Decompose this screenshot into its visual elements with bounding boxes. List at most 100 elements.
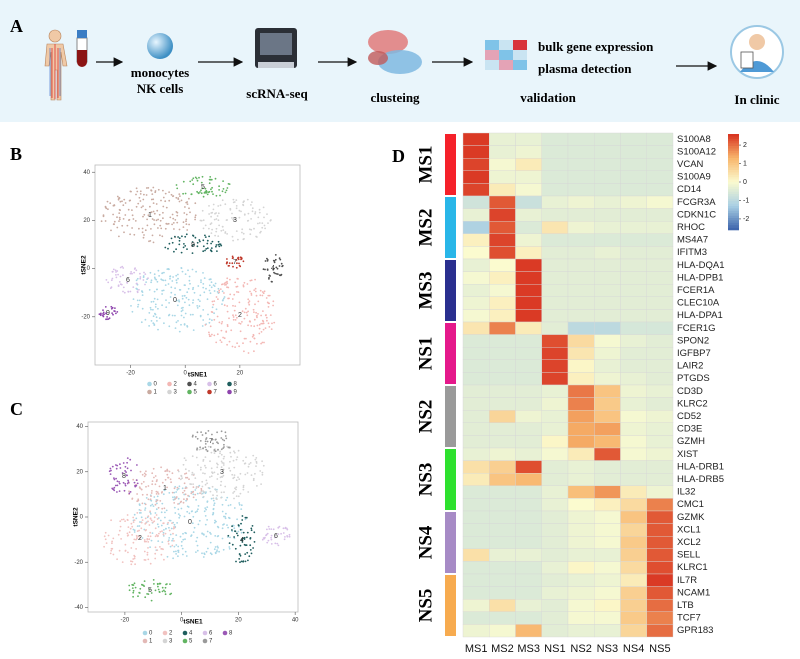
cell-point [204, 523, 207, 526]
cell-point [259, 470, 262, 472]
cell-point [222, 336, 225, 339]
cell-point [228, 546, 231, 548]
cell-point [181, 547, 184, 550]
cell-point [122, 218, 125, 220]
cell-point [154, 557, 157, 560]
cell-point [254, 290, 257, 293]
cell-point [252, 479, 255, 482]
cell-point [178, 485, 181, 488]
cell-point [155, 490, 158, 493]
cell-point [205, 192, 207, 194]
cluster-label: 8 [122, 473, 126, 480]
cell-point [157, 188, 160, 191]
heatmap-cell [489, 372, 516, 386]
colorbar-step [728, 210, 739, 214]
heatmap-cell [567, 561, 595, 575]
legend-swatch [147, 381, 152, 387]
cell-point [169, 593, 172, 596]
heatmap-cell [620, 372, 647, 386]
cluster-label: 1 [148, 212, 152, 219]
cell-point [224, 231, 227, 233]
cell-point [237, 530, 240, 533]
cell-point [212, 494, 214, 497]
heatmap-cell [462, 473, 490, 487]
cell-point [259, 289, 262, 292]
cell-point [195, 551, 197, 553]
cell-point [242, 486, 245, 489]
cell-point [256, 342, 258, 345]
cell-point [191, 268, 194, 271]
cell-point [144, 229, 147, 232]
cell-point [183, 457, 186, 459]
cell-point [196, 447, 199, 450]
gene-label: CD14 [677, 184, 701, 195]
cluster-label: 0 [188, 519, 192, 526]
cell-point [173, 526, 175, 528]
cell-point [190, 492, 193, 495]
cluster-label: 6 [126, 277, 130, 284]
legend-label: 0 [154, 382, 158, 388]
cell-point [147, 520, 149, 523]
cell-point [216, 441, 218, 444]
cell-point [204, 249, 206, 252]
group-label: MS1 [415, 146, 436, 184]
cell-point [215, 194, 218, 197]
cell-point [222, 464, 225, 466]
cell-point [164, 284, 167, 286]
cell-point [231, 255, 234, 258]
cell-point [221, 190, 224, 193]
cell-point [124, 520, 126, 522]
heatmap-cell [515, 611, 542, 625]
cell-point [192, 434, 194, 437]
cell-point [168, 539, 170, 541]
cell-point [180, 475, 183, 478]
heatmap-cell [489, 397, 516, 411]
cell-point [194, 216, 197, 219]
heatmap-cell [620, 447, 647, 461]
cell-point [143, 540, 146, 543]
heatmap-cell [541, 321, 569, 335]
legend-label: 8 [229, 631, 233, 637]
cell-point [152, 308, 154, 311]
heatmap-cell [646, 183, 674, 197]
cell-point [138, 592, 141, 594]
cell-point [272, 259, 275, 262]
cell-point [144, 559, 147, 561]
cell-point [128, 490, 130, 493]
heatmap-cell [462, 410, 490, 424]
heatmap-cell [620, 208, 647, 222]
heatmap-cell [489, 485, 516, 499]
cell-point [202, 458, 205, 461]
cell-point [136, 277, 139, 280]
heatmap-cell [515, 359, 542, 373]
cell-point [153, 290, 156, 293]
heatmap-cell [541, 536, 569, 550]
heatmap-cell [489, 309, 516, 323]
cell-point [247, 352, 250, 354]
cell-point [178, 299, 180, 301]
colorbar-step [728, 194, 739, 197]
cell-point [216, 250, 218, 253]
cell-point [267, 322, 270, 325]
cell-point [248, 555, 251, 558]
cell-point [247, 324, 250, 327]
heatmap-cell [462, 195, 490, 209]
heatmap-cell [541, 410, 569, 424]
heatmap-cell [594, 321, 621, 335]
colorbar-step [728, 136, 739, 140]
cell-point [196, 190, 199, 193]
cell-point [156, 288, 159, 291]
cell-point [226, 187, 229, 189]
group-bar [445, 449, 456, 510]
cell-point [155, 219, 158, 222]
heatmap-cell [567, 170, 595, 184]
heatmap-cell [594, 498, 621, 512]
cell-point [225, 499, 227, 501]
cell-point [140, 488, 143, 491]
cell-point [144, 509, 146, 511]
cell-point [200, 493, 203, 495]
cell-point [219, 194, 221, 197]
cell-point [217, 526, 220, 529]
cell-point [167, 268, 170, 270]
cell-point [147, 541, 150, 543]
